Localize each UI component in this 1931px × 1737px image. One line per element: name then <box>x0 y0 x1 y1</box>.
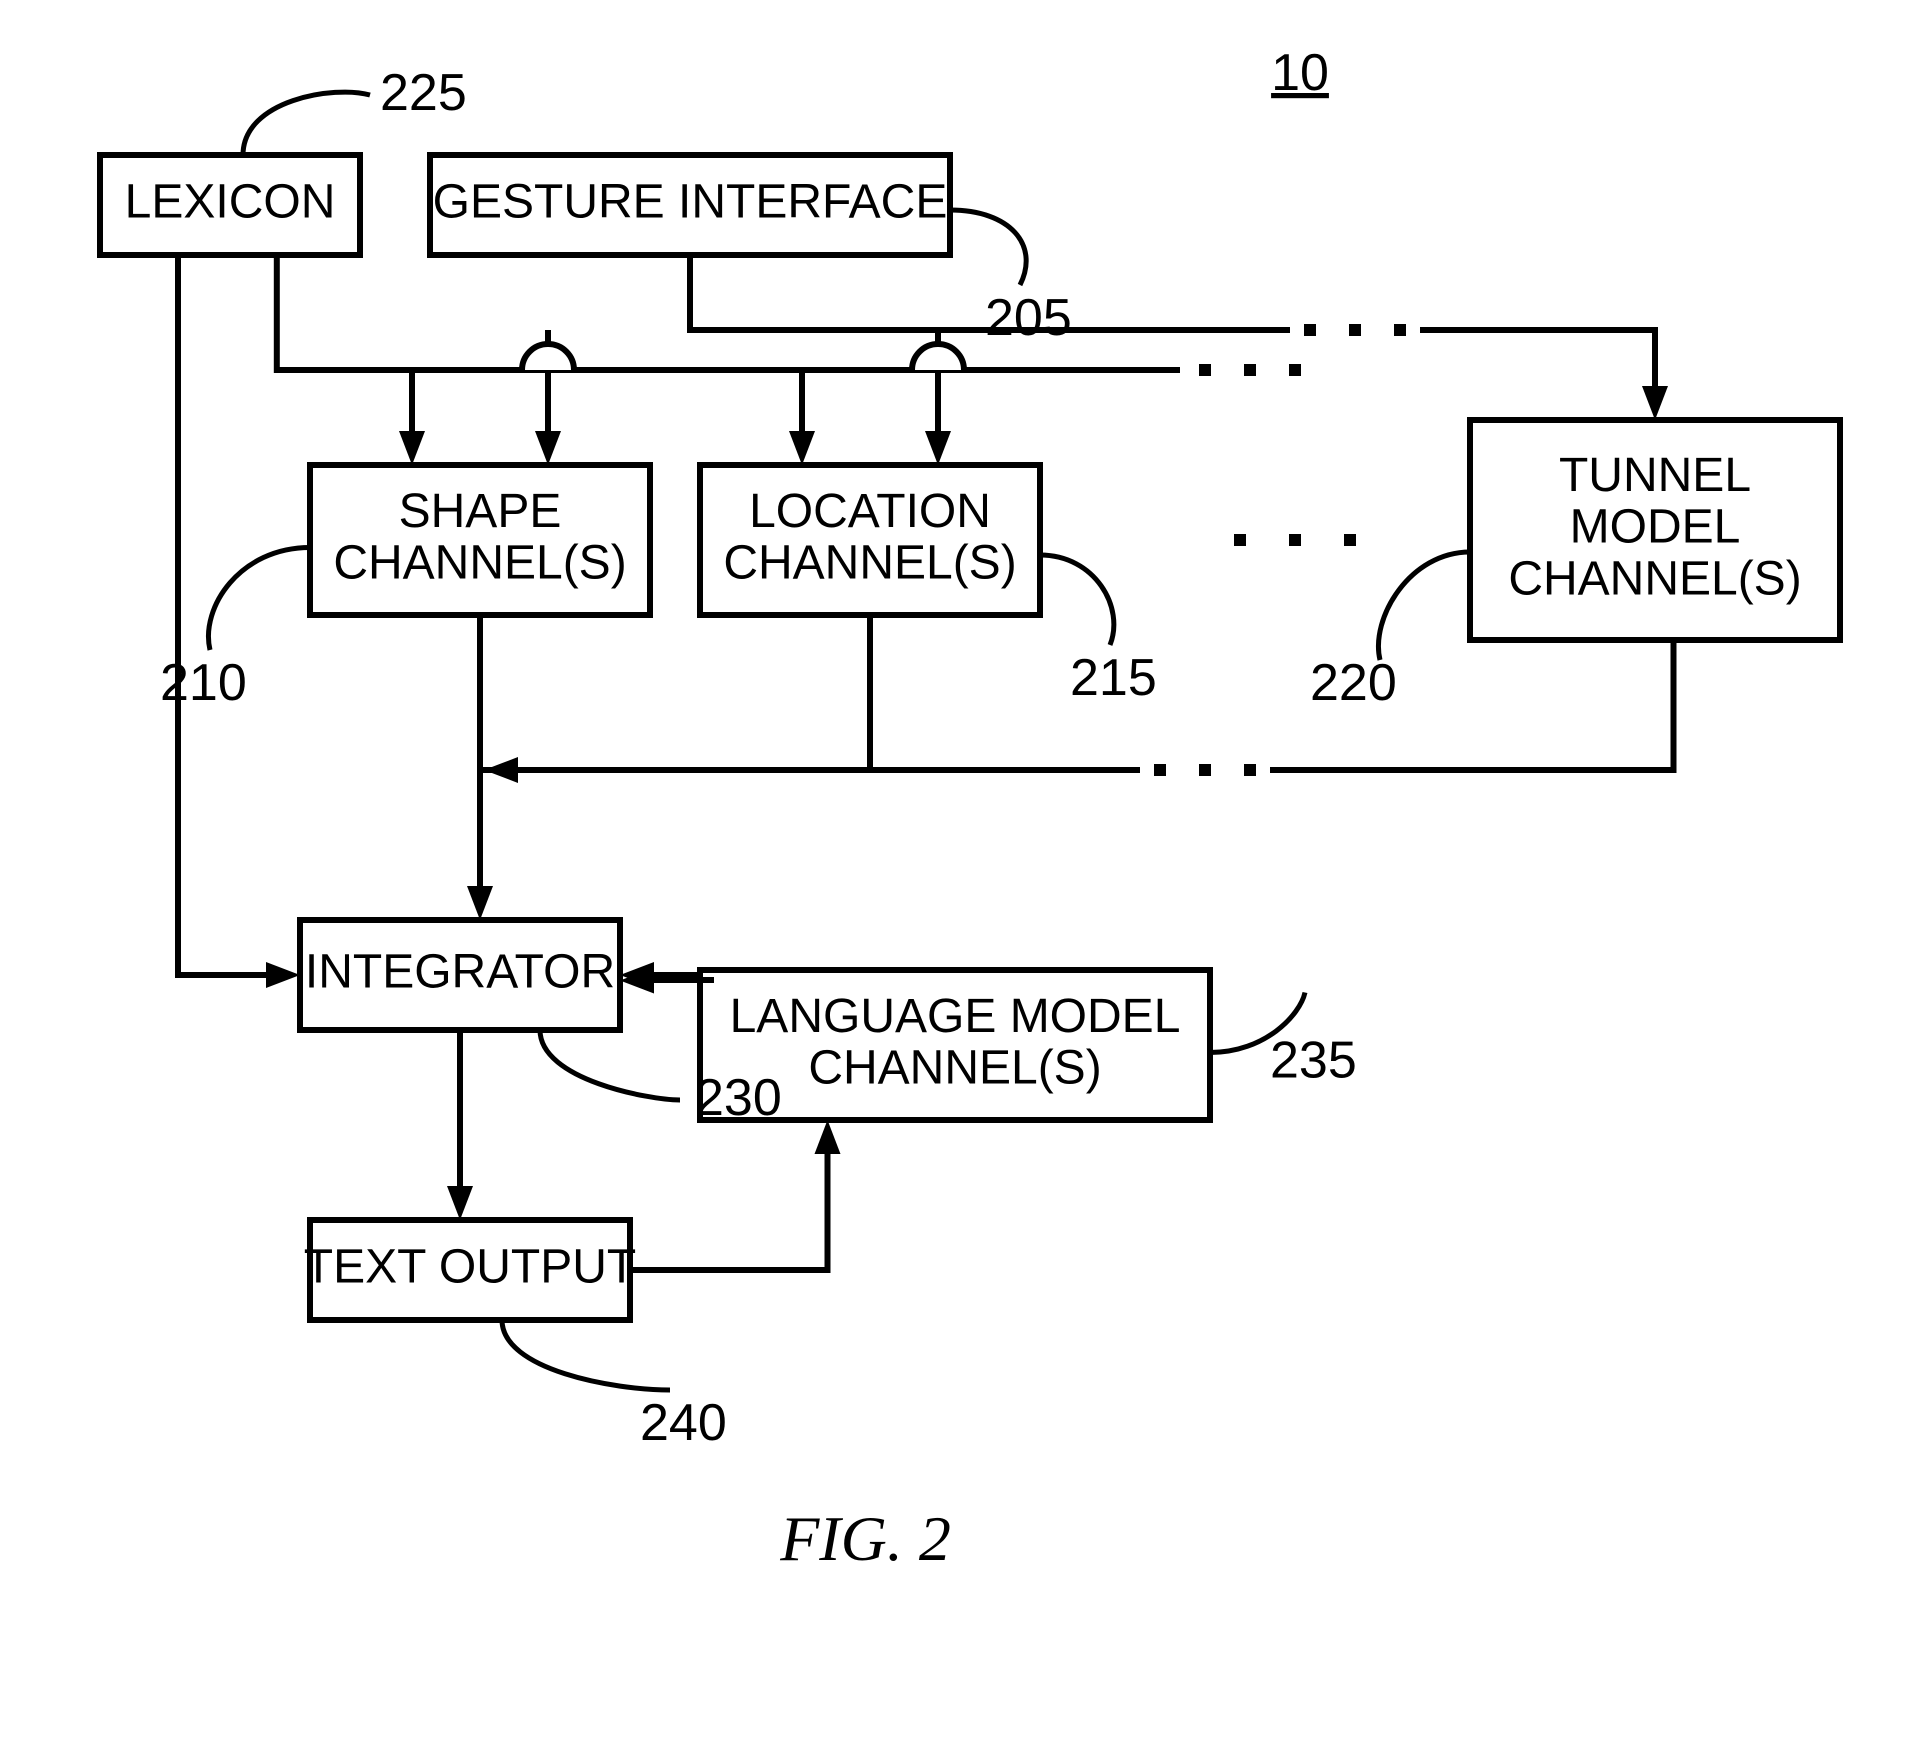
figure-caption: FIG. 2 <box>779 1503 951 1574</box>
leader-line <box>1040 555 1114 645</box>
language_model-label: LANGUAGE MODEL <box>730 990 1181 1043</box>
leader-line <box>208 548 310 651</box>
shape_channels-label: CHANNEL(S) <box>333 537 626 590</box>
ellipsis-dot <box>1289 364 1301 376</box>
wire-jumper <box>522 344 574 370</box>
figure-id: 10 <box>1271 44 1329 102</box>
tunnel_channels-label: CHANNEL(S) <box>1508 553 1801 606</box>
shape_channels-label: SHAPE <box>399 485 562 538</box>
arrowhead <box>535 431 561 465</box>
leader-line <box>502 1320 670 1390</box>
tunnel_channels-ref: 220 <box>1310 654 1397 712</box>
ellipsis-dot <box>1344 534 1356 546</box>
shape_channels-ref: 210 <box>160 654 247 712</box>
tunnel_channels-label: MODEL <box>1570 501 1741 554</box>
ellipsis-dot <box>1199 764 1211 776</box>
language_model-ref: 235 <box>1270 1032 1357 1090</box>
leader-line <box>243 92 370 155</box>
ellipsis-dot <box>1394 324 1406 336</box>
wire-jumper <box>912 344 964 370</box>
location_channels-label: CHANNEL(S) <box>723 537 1016 590</box>
integrator-label: INTEGRATOR <box>305 946 615 999</box>
language_model-label: CHANNEL(S) <box>808 1042 1101 1095</box>
text_output-label: TEXT OUTPUT <box>304 1241 636 1294</box>
arrowhead <box>266 962 300 988</box>
ellipsis-dot <box>1154 764 1166 776</box>
leader-line <box>950 210 1026 285</box>
lexicon-ref: 225 <box>380 64 467 122</box>
gesture_interface-ref: 205 <box>985 289 1072 347</box>
block-diagram: LEXICONGESTURE INTERFACESHAPECHANNEL(S)L… <box>0 0 1931 1737</box>
arrowhead <box>484 757 518 783</box>
arrowhead <box>399 431 425 465</box>
text_output-ref: 240 <box>640 1394 727 1452</box>
arrowhead <box>789 431 815 465</box>
lexicon-label: LEXICON <box>125 176 336 229</box>
ellipsis-dot <box>1199 364 1211 376</box>
ellipsis-dot <box>1234 534 1246 546</box>
wire <box>480 615 870 770</box>
location_channels-ref: 215 <box>1070 649 1157 707</box>
leader-line <box>540 1030 680 1100</box>
tunnel_channels-label: TUNNEL <box>1559 449 1751 502</box>
ellipsis-dot <box>1244 764 1256 776</box>
arrowhead <box>467 886 493 920</box>
arrowhead <box>925 431 951 465</box>
leader-line <box>1378 552 1470 660</box>
location_channels-label: LOCATION <box>749 485 991 538</box>
ellipsis-dot <box>1289 534 1301 546</box>
wire <box>178 255 266 975</box>
ellipsis-dot <box>1349 324 1361 336</box>
arrowhead <box>447 1186 473 1220</box>
gesture_interface-label: GESTURE INTERFACE <box>433 176 948 229</box>
integrator-ref: 230 <box>695 1069 782 1127</box>
wire <box>1420 330 1655 386</box>
ellipsis-dot <box>1304 324 1316 336</box>
ellipsis-dot <box>1244 364 1256 376</box>
wire <box>630 1154 828 1270</box>
arrowhead <box>1642 386 1668 420</box>
arrowhead <box>815 1120 841 1154</box>
